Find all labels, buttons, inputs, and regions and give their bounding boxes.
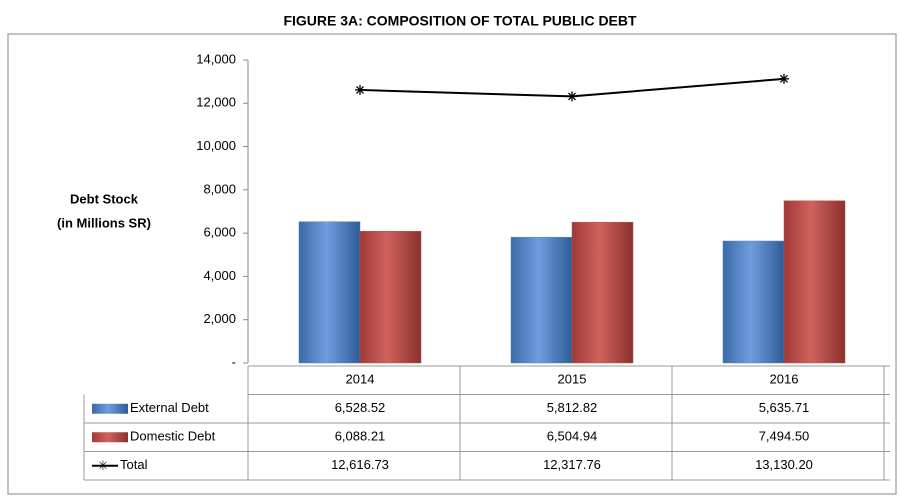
x-tick-label: 2015 (558, 372, 587, 387)
legend-label: Total (120, 457, 148, 472)
y-axis-label: (in Millions SR) (57, 215, 151, 230)
y-tick-label: 10,000 (196, 138, 236, 153)
y-axis-label: Debt Stock (70, 191, 139, 206)
table-value: 5,812.82 (547, 400, 598, 415)
y-tick-label: 2,000 (203, 311, 236, 326)
bar (571, 221, 634, 364)
bar (510, 236, 573, 364)
y-tick-label: 8,000 (203, 181, 236, 196)
marker-stroke (356, 85, 364, 94)
table-value: 12,616.73 (331, 457, 389, 472)
marker-stroke (780, 74, 788, 83)
table-value: 7,494.50 (759, 429, 810, 444)
table-value: 13,130.20 (755, 457, 813, 472)
legend-marker: ✳ (98, 458, 109, 473)
y-tick-label: 14,000 (196, 51, 236, 66)
legend-label: Domestic Debt (130, 429, 216, 444)
x-tick-label: 2016 (770, 372, 799, 387)
y-tick-label: 4,000 (203, 268, 236, 283)
legend-label: External Debt (130, 400, 209, 415)
line-marker (779, 73, 789, 84)
line-marker (355, 84, 365, 95)
table-value: 6,088.21 (335, 429, 386, 444)
y-tick-label: 6,000 (203, 225, 236, 240)
y-tick-label: - (232, 354, 236, 369)
bar (359, 230, 422, 364)
chart-frame (7, 33, 897, 495)
table-value: 6,528.52 (335, 400, 386, 415)
bar (783, 200, 846, 364)
table-value: 6,504.94 (547, 429, 598, 444)
marker-stroke (568, 92, 576, 101)
legend-swatch (92, 403, 128, 414)
line-marker (567, 91, 577, 102)
table-value: 12,317.76 (543, 457, 601, 472)
legend-swatch (92, 432, 128, 443)
bar (298, 221, 361, 364)
x-tick-label: 2014 (346, 372, 375, 387)
table-value: 5,635.71 (759, 400, 810, 415)
chart-title: FIGURE 3A: COMPOSITION OF TOTAL PUBLIC D… (283, 13, 637, 29)
y-tick-label: 12,000 (196, 95, 236, 110)
bar (722, 240, 785, 364)
